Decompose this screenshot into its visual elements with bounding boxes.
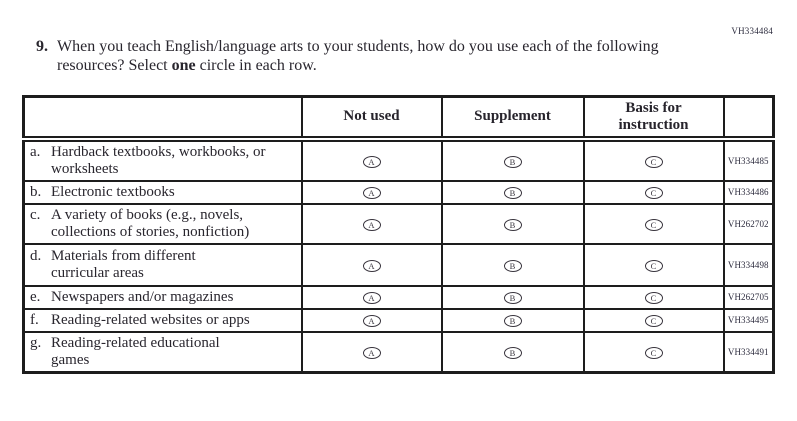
answer-circle-a[interactable]: A bbox=[362, 187, 381, 200]
answer-circle-c[interactable]: C bbox=[644, 292, 663, 305]
answer-circle-c[interactable]: C bbox=[644, 155, 663, 168]
row-label-cell: c. A variety of books (e.g., novels, col… bbox=[22, 202, 303, 245]
row-letter: c. bbox=[30, 206, 41, 223]
option-cell-not-used: A bbox=[300, 307, 443, 333]
answer-circle-a[interactable]: A bbox=[362, 346, 381, 359]
header-row: Not used Supplement Basis for instructio… bbox=[22, 95, 775, 142]
row-label: Electronic textbooks bbox=[51, 183, 175, 200]
form-code: VH334484 bbox=[731, 26, 773, 36]
option-cell-supplement: B bbox=[440, 179, 585, 205]
header-blank-cell bbox=[22, 95, 303, 142]
row-label-cell: f. Reading-related websites or apps bbox=[22, 307, 303, 333]
row-code: VH334498 bbox=[722, 242, 775, 287]
column-header-basis-for-instruction: Basis for instruction bbox=[582, 95, 725, 142]
answer-circle-a[interactable]: A bbox=[362, 315, 381, 328]
row-label: Hardback textbooks, workbooks, or worksh… bbox=[51, 143, 266, 177]
row-code: VH334486 bbox=[722, 179, 775, 205]
option-cell-basis: C bbox=[582, 202, 725, 245]
option-cell-not-used: A bbox=[300, 202, 443, 245]
row-letter: g. bbox=[30, 334, 42, 351]
answer-circle-b[interactable]: B bbox=[503, 346, 522, 359]
option-cell-not-used: A bbox=[300, 137, 443, 182]
option-cell-supplement: B bbox=[440, 284, 585, 310]
row-letter: d. bbox=[30, 247, 42, 264]
resources-table: Not used Supplement Basis for instructio… bbox=[22, 95, 775, 374]
answer-circle-a[interactable]: A bbox=[362, 292, 381, 305]
answer-circle-c[interactable]: C bbox=[644, 218, 663, 231]
row-code: VH334495 bbox=[722, 307, 775, 333]
answer-circle-b[interactable]: B bbox=[503, 218, 522, 231]
answer-circle-c[interactable]: C bbox=[644, 346, 663, 359]
option-cell-supplement: B bbox=[440, 137, 585, 182]
column-header-supplement: Supplement bbox=[440, 95, 585, 142]
question-bold-word: one bbox=[171, 57, 196, 74]
row-label-cell: a. Hardback textbooks, workbooks, or wor… bbox=[22, 137, 303, 182]
question-text-part1: When you teach English/language arts to … bbox=[57, 38, 659, 74]
answer-circle-a[interactable]: A bbox=[362, 155, 381, 168]
question-number: 9. bbox=[36, 38, 48, 55]
table-row-a: a. Hardback textbooks, workbooks, or wor… bbox=[22, 137, 775, 182]
table-row-d: d. Materials from different curricular a… bbox=[22, 242, 775, 287]
option-cell-basis: C bbox=[582, 330, 725, 373]
option-cell-supplement: B bbox=[440, 202, 585, 245]
row-label: Reading-related educational games bbox=[51, 334, 220, 368]
row-code: VH262705 bbox=[722, 284, 775, 310]
question-text-part2: circle in each row. bbox=[195, 57, 317, 74]
row-letter: b. bbox=[30, 183, 42, 200]
row-code: VH262702 bbox=[722, 202, 775, 245]
row-label-cell: d. Materials from different curricular a… bbox=[22, 242, 303, 287]
row-label-cell: e. Newspapers and/or magazines bbox=[22, 284, 303, 310]
row-label: Reading-related websites or apps bbox=[51, 311, 250, 328]
table-row-g: g. Reading-related educational games A B… bbox=[22, 330, 775, 373]
answer-circle-b[interactable]: B bbox=[503, 259, 522, 272]
row-letter: e. bbox=[30, 288, 41, 305]
table-row-e: e. Newspapers and/or magazines A B C VH2… bbox=[22, 284, 775, 310]
answer-circle-b[interactable]: B bbox=[503, 187, 522, 200]
question-text: When you teach English/language arts to … bbox=[57, 37, 697, 75]
answer-circle-a[interactable]: A bbox=[362, 259, 381, 272]
option-cell-basis: C bbox=[582, 307, 725, 333]
option-cell-not-used: A bbox=[300, 284, 443, 310]
row-label-cell: b. Electronic textbooks bbox=[22, 179, 303, 205]
option-cell-supplement: B bbox=[440, 242, 585, 287]
row-label: A variety of books (e.g., novels, collec… bbox=[51, 206, 250, 240]
option-cell-not-used: A bbox=[300, 242, 443, 287]
option-cell-basis: C bbox=[582, 242, 725, 287]
answer-circle-b[interactable]: B bbox=[503, 292, 522, 305]
option-cell-supplement: B bbox=[440, 330, 585, 373]
option-cell-not-used: A bbox=[300, 179, 443, 205]
question: 9. When you teach English/language arts … bbox=[36, 37, 697, 75]
answer-circle-c[interactable]: C bbox=[644, 187, 663, 200]
column-header-not-used: Not used bbox=[300, 95, 443, 142]
answer-circle-c[interactable]: C bbox=[644, 259, 663, 272]
table-row-c: c. A variety of books (e.g., novels, col… bbox=[22, 202, 775, 245]
option-cell-basis: C bbox=[582, 137, 725, 182]
option-cell-basis: C bbox=[582, 179, 725, 205]
answer-circle-c[interactable]: C bbox=[644, 315, 663, 328]
row-label-cell: g. Reading-related educational games bbox=[22, 330, 303, 373]
table-row-f: f. Reading-related websites or apps A B … bbox=[22, 307, 775, 333]
answer-circle-a[interactable]: A bbox=[362, 218, 381, 231]
row-label: Newspapers and/or magazines bbox=[51, 288, 234, 305]
row-label: Materials from different curricular area… bbox=[51, 247, 196, 281]
option-cell-not-used: A bbox=[300, 330, 443, 373]
header-code-blank-cell bbox=[722, 95, 775, 142]
row-code: VH334485 bbox=[722, 137, 775, 182]
option-cell-basis: C bbox=[582, 284, 725, 310]
row-letter: a. bbox=[30, 143, 41, 160]
table-row-b: b. Electronic textbooks A B C VH334486 bbox=[22, 179, 775, 205]
answer-circle-b[interactable]: B bbox=[503, 315, 522, 328]
answer-circle-b[interactable]: B bbox=[503, 155, 522, 168]
option-cell-supplement: B bbox=[440, 307, 585, 333]
row-letter: f. bbox=[30, 311, 39, 328]
row-code: VH334491 bbox=[722, 330, 775, 373]
